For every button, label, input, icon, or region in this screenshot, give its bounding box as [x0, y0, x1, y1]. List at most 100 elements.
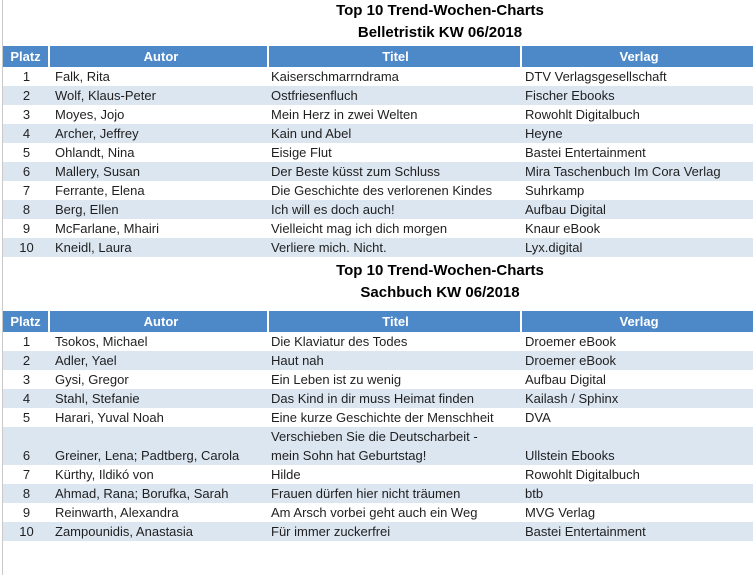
- cell-autor[interactable]: Moyes, Jojo: [55, 107, 125, 122]
- cell-titel[interactable]: Mein Herz in zwei Welten: [271, 107, 418, 122]
- cell-titel[interactable]: Verliere mich. Nicht.: [271, 240, 387, 255]
- cell-verlag[interactable]: Aufbau Digital: [525, 372, 606, 387]
- column-header-verlag[interactable]: Verlag: [522, 46, 753, 67]
- cell-verlag[interactable]: MVG Verlag: [525, 505, 596, 520]
- table-row: 6 Greiner, Lena; Padtberg, Carola Versch…: [3, 427, 753, 465]
- sheet-gutter-line: [2, 0, 3, 575]
- cell-platz[interactable]: 9: [22, 505, 31, 520]
- cell-verlag[interactable]: Droemer eBook: [525, 334, 617, 349]
- cell-autor[interactable]: Kürthy, Ildikó von: [55, 467, 154, 482]
- cell-titel[interactable]: Die Geschichte des verlorenen Kindes: [271, 183, 493, 198]
- cell-verlag[interactable]: DVA: [525, 410, 551, 425]
- cell-verlag[interactable]: Rowohlt Digitalbuch: [525, 107, 640, 122]
- table-row: 1 Tsokos, Michael Die Klaviatur des Tode…: [3, 332, 753, 351]
- cell-platz[interactable]: 2: [22, 88, 31, 103]
- cell-autor[interactable]: Gysi, Gregor: [55, 372, 129, 387]
- cell-platz[interactable]: 1: [22, 69, 31, 84]
- table-row: 4 Archer, Jeffrey Kain und Abel Heyne: [3, 124, 753, 143]
- cell-autor[interactable]: Stahl, Stefanie: [55, 391, 140, 406]
- cell-platz[interactable]: 8: [22, 486, 31, 501]
- cell-platz[interactable]: 10: [19, 240, 34, 255]
- cell-autor[interactable]: Mallery, Susan: [55, 164, 141, 179]
- cell-titel[interactable]: Für immer zuckerfrei: [271, 524, 391, 539]
- cell-titel[interactable]: Frauen dürfen hier nicht träumen: [271, 486, 461, 501]
- cell-verlag[interactable]: Lyx.digital: [525, 240, 583, 255]
- table-row: 9 Reinwarth, Alexandra Am Arsch vorbei g…: [3, 503, 753, 522]
- cell-platz[interactable]: 8: [22, 202, 31, 217]
- column-header-titel[interactable]: Titel: [269, 46, 522, 67]
- cell-titel[interactable]: Das Kind in dir muss Heimat finden: [271, 391, 475, 406]
- cell-autor[interactable]: Ahmad, Rana; Borufka, Sarah: [55, 486, 229, 501]
- cell-autor[interactable]: McFarlane, Mhairi: [55, 221, 160, 236]
- cell-autor[interactable]: Harari, Yuval Noah: [55, 410, 164, 425]
- column-header-platz[interactable]: Platz: [3, 311, 50, 332]
- cell-platz[interactable]: 4: [22, 391, 31, 406]
- cell-autor[interactable]: Ohlandt, Nina: [55, 145, 135, 160]
- cell-titel[interactable]: Ein Leben ist zu wenig: [271, 372, 402, 387]
- cell-autor[interactable]: Archer, Jeffrey: [55, 126, 139, 141]
- cell-titel[interactable]: Die Klaviatur des Todes: [271, 334, 408, 349]
- cell-titel[interactable]: Eisige Flut: [271, 145, 332, 160]
- cell-verlag[interactable]: Rowohlt Digitalbuch: [525, 467, 640, 482]
- cell-platz[interactable]: 7: [22, 183, 31, 198]
- cell-autor[interactable]: Adler, Yael: [55, 353, 117, 368]
- cell-autor[interactable]: Tsokos, Michael: [55, 334, 148, 349]
- cell-titel[interactable]: Vielleicht mag ich dich morgen: [271, 221, 448, 236]
- cell-platz[interactable]: 4: [22, 126, 31, 141]
- cell-titel[interactable]: Kain und Abel: [271, 126, 352, 141]
- column-header-autor[interactable]: Autor: [50, 311, 269, 332]
- cell-platz[interactable]: 9: [22, 221, 31, 236]
- cell-titel[interactable]: Haut nah: [271, 353, 324, 368]
- cell-platz[interactable]: 3: [22, 372, 31, 387]
- cell-autor[interactable]: Falk, Rita: [55, 69, 110, 84]
- cell-verlag[interactable]: Heyne: [525, 126, 563, 141]
- cell-verlag[interactable]: Mira Taschenbuch Im Cora Verlag: [525, 164, 721, 179]
- cell-platz[interactable]: 6: [22, 164, 31, 179]
- cell-platz[interactable]: 7: [22, 467, 31, 482]
- table-rows: 1 Tsokos, Michael Die Klaviatur des Tode…: [3, 332, 753, 541]
- cell-platz[interactable]: 3: [22, 107, 31, 122]
- cell-verlag[interactable]: Suhrkamp: [525, 183, 585, 198]
- cell-platz[interactable]: 5: [22, 145, 31, 160]
- table-title-line1: Top 10 Trend-Wochen-Charts: [336, 262, 544, 279]
- cell-autor[interactable]: Wolf, Klaus-Peter: [55, 88, 156, 103]
- cell-titel[interactable]: Ostfriesenfluch: [271, 88, 358, 103]
- cell-autor[interactable]: Berg, Ellen: [55, 202, 119, 217]
- cell-autor[interactable]: Kneidl, Laura: [55, 240, 132, 255]
- table-row: 7 Kürthy, Ildikó von Hilde Rowohlt Digit…: [3, 465, 753, 484]
- table-row: 8 Ahmad, Rana; Borufka, Sarah Frauen dür…: [3, 484, 753, 503]
- cell-titel[interactable]: Hilde: [271, 467, 301, 482]
- cell-verlag[interactable]: Bastei Entertainment: [525, 524, 646, 539]
- cell-verlag[interactable]: Droemer eBook: [525, 353, 617, 368]
- cell-verlag[interactable]: Kailash / Sphinx: [525, 391, 619, 406]
- table-row: 2 Wolf, Klaus-Peter Ostfriesenfluch Fisc…: [3, 86, 753, 105]
- cell-autor[interactable]: Zampounidis, Anastasia: [55, 524, 194, 539]
- cell-autor[interactable]: Ferrante, Elena: [55, 183, 145, 198]
- cell-titel[interactable]: Eine kurze Geschichte der Menschheit: [271, 410, 494, 425]
- cell-verlag[interactable]: Bastei Entertainment: [525, 145, 646, 160]
- cell-platz[interactable]: 10: [19, 524, 34, 539]
- cell-platz[interactable]: 1: [22, 334, 31, 349]
- column-header-autor[interactable]: Autor: [50, 46, 269, 67]
- cell-titel[interactable]: Der Beste küsst zum Schluss: [271, 164, 441, 179]
- cell-platz[interactable]: 2: [22, 353, 31, 368]
- cell-verlag[interactable]: btb: [525, 486, 544, 501]
- cell-platz[interactable]: 5: [22, 410, 31, 425]
- cell-titel[interactable]: Am Arsch vorbei geht auch ein Weg: [271, 505, 478, 520]
- cell-titel[interactable]: Kaiserschmarrndrama: [271, 69, 399, 84]
- cell-verlag[interactable]: Knaur eBook: [525, 221, 601, 236]
- cell-verlag[interactable]: DTV Verlagsgesellschaft: [525, 69, 667, 84]
- cell-autor[interactable]: Greiner, Lena; Padtberg, Carola: [55, 448, 240, 463]
- column-header-verlag[interactable]: Verlag: [522, 311, 753, 332]
- cell-platz[interactable]: 6: [22, 448, 31, 463]
- table-row: 5 Harari, Yuval Noah Eine kurze Geschich…: [3, 408, 753, 427]
- table-title-line2: Belletristik KW 06/2018: [357, 24, 523, 41]
- cell-verlag[interactable]: Fischer Ebooks: [525, 88, 615, 103]
- column-header-platz[interactable]: Platz: [3, 46, 50, 67]
- cell-verlag[interactable]: Ullstein Ebooks: [525, 448, 615, 463]
- cell-verlag[interactable]: Aufbau Digital: [525, 202, 606, 217]
- column-header-titel[interactable]: Titel: [269, 311, 522, 332]
- cell-titel[interactable]: Verschieben Sie die Deutscharbeit - mein…: [271, 429, 478, 463]
- cell-autor[interactable]: Reinwarth, Alexandra: [55, 505, 179, 520]
- cell-titel[interactable]: Ich will es doch auch!: [271, 202, 395, 217]
